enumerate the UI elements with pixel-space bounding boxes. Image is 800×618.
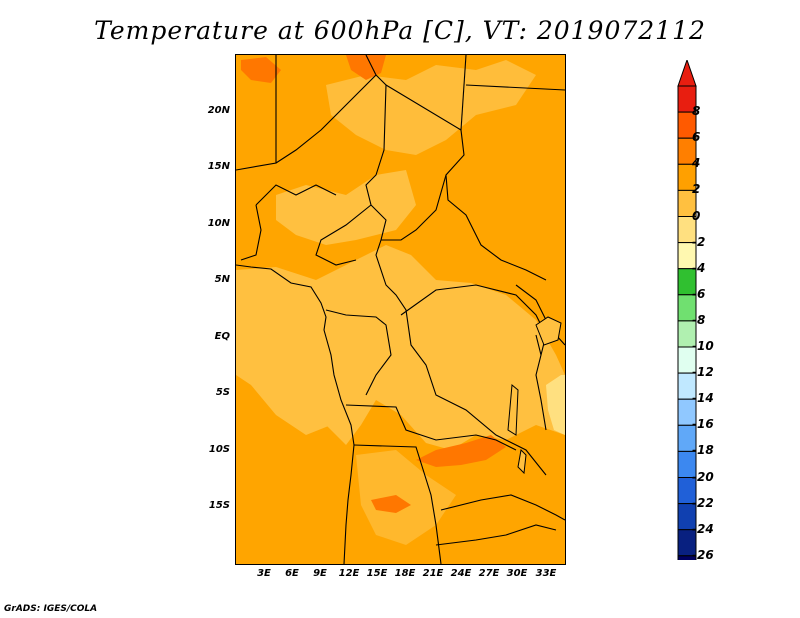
field-4to6-sw (371, 495, 411, 513)
field-0to2-sahel (276, 170, 416, 245)
colorbar-segment (677, 555, 697, 560)
lakes (507, 316, 562, 475)
colorbar-tick-label: -14 (692, 391, 714, 406)
lat-label-10s: 10S (208, 444, 230, 455)
field-minus2-to0-lake (546, 375, 565, 435)
colorbar-tick-label: 2 (692, 182, 701, 197)
colorbar-tick-label: -8 (692, 312, 706, 327)
field-4to6-nw (241, 57, 281, 83)
colorbar-tick-label: 0 (692, 208, 701, 223)
field-4to6-north (346, 55, 386, 80)
lat-label-5s: 5S (215, 387, 230, 398)
field-0to2-north (326, 60, 536, 155)
lon-label-21e: 21E (422, 568, 444, 579)
field-0to2-congo (236, 245, 565, 450)
lat-label-eq: EQ (214, 331, 230, 342)
colorbar-tick-label: -16 (692, 417, 714, 432)
colorbar-tick-label: -18 (692, 443, 714, 458)
lon-label-27e: 27E (478, 568, 500, 579)
lon-label-9e: 9E (313, 568, 327, 579)
lat-label-15s: 15S (208, 500, 230, 511)
lon-label-15e: 15E (366, 568, 388, 579)
colorbar (677, 60, 697, 560)
colorbar-tick-label: -12 (692, 365, 714, 380)
lon-label-18e: 18E (394, 568, 416, 579)
colorbar-tick-label: -20 (692, 469, 714, 484)
lon-label-33e: 33E (535, 568, 557, 579)
footer-credit: GrADS: IGES/COLA (4, 604, 98, 614)
chart-title: Temperature at 600hPa [C], VT: 201907211… (94, 16, 706, 45)
temperature-map (235, 54, 566, 565)
map-svg (236, 55, 565, 564)
colorbar-tick-label: 4 (692, 156, 701, 171)
field-0to2-west (236, 275, 331, 435)
field-0to2-angola (356, 450, 456, 545)
colorbar-tick-label: -24 (692, 521, 714, 536)
colorbar-tick-label: 8 (692, 104, 701, 119)
lat-label-5n: 5N (214, 274, 230, 285)
lon-label-3e: 3E (257, 568, 271, 579)
colorbar-tick-label: -6 (692, 286, 706, 301)
colorbar-tick-label: -26 (692, 547, 714, 562)
lat-label-10n: 10N (207, 218, 230, 229)
field-4to6-angola (416, 435, 506, 467)
colorbar-tick-label: -2 (692, 234, 706, 249)
colorbar-tick-label: -10 (692, 339, 714, 353)
lon-label-6e: 6E (285, 568, 299, 579)
colorbar-top-cap (677, 60, 697, 87)
colorbar-tick-label: -22 (692, 495, 714, 510)
lon-label-24e: 24E (450, 568, 472, 579)
lat-label-15n: 15N (207, 161, 230, 172)
colorbar-tick-label: -4 (692, 260, 706, 275)
colorbar-tick-label: 6 (692, 130, 701, 145)
lon-label-30e: 30E (506, 568, 528, 579)
lat-label-20n: 20N (207, 105, 230, 116)
lon-label-12e: 12E (338, 568, 360, 579)
